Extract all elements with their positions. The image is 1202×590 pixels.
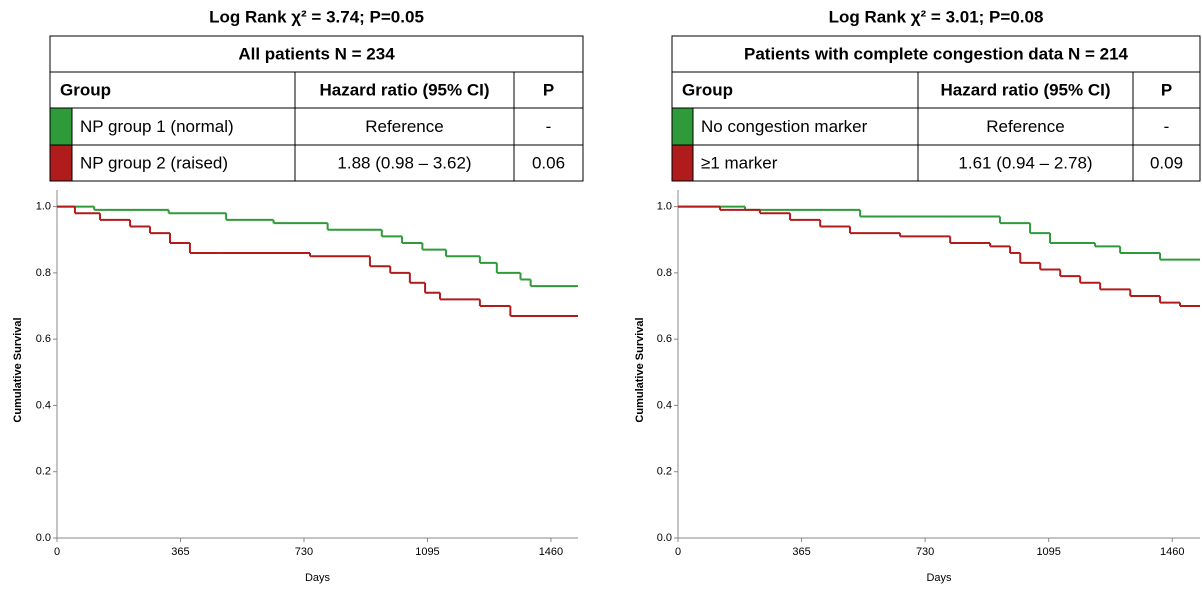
x-tick-label: 730	[916, 546, 934, 558]
x-tick-label: 365	[792, 546, 810, 558]
legend-swatch	[672, 108, 693, 145]
y-tick-label: 1.0	[36, 200, 51, 212]
x-axis-label: Days	[305, 572, 331, 584]
panel-title: Log Rank χ² = 3.01; P=0.08	[829, 7, 1044, 26]
table-caption: Patients with complete congestion data N…	[744, 44, 1129, 63]
y-tick-label: 0.6	[36, 333, 51, 345]
table-cell: 1.88 (0.98 – 3.62)	[337, 153, 471, 172]
table-header: Group	[682, 80, 733, 99]
panel-title: Log Rank χ² = 3.74; P=0.05	[209, 7, 424, 26]
table-cell: Reference	[986, 117, 1064, 136]
table-header: Hazard ratio (95% CI)	[319, 80, 489, 99]
table-header: Hazard ratio (95% CI)	[940, 80, 1110, 99]
y-tick-label: 0.8	[36, 267, 51, 279]
x-tick-label: 1460	[539, 546, 563, 558]
x-tick-label: 1095	[415, 546, 439, 558]
legend-swatch	[50, 145, 72, 181]
x-axis-label: Days	[926, 572, 952, 584]
legend-swatch	[50, 108, 72, 145]
legend-label: No congestion marker	[701, 117, 868, 136]
table-caption: All patients N = 234	[238, 44, 395, 63]
table-cell: 0.06	[532, 153, 565, 172]
legend-swatch	[672, 145, 693, 181]
table-cell: -	[1164, 117, 1170, 136]
y-tick-label: 0.8	[657, 267, 672, 279]
y-tick-label: 0.6	[657, 333, 672, 345]
table-cell: 1.61 (0.94 – 2.78)	[958, 153, 1092, 172]
x-tick-label: 0	[54, 546, 60, 558]
y-tick-label: 1.0	[657, 200, 672, 212]
table-header: Group	[60, 80, 111, 99]
y-tick-label: 0.0	[657, 532, 672, 544]
x-tick-label: 1095	[1036, 546, 1060, 558]
table-header: P	[1161, 80, 1172, 99]
y-tick-label: 0.4	[36, 399, 51, 411]
y-tick-label: 0.0	[36, 532, 51, 544]
legend-label: ≥1 marker	[701, 153, 778, 172]
x-tick-label: 1460	[1160, 546, 1184, 558]
y-tick-label: 0.2	[36, 466, 51, 478]
y-axis-label: Cumulative Survival	[12, 317, 24, 422]
table-cell: Reference	[365, 117, 443, 136]
legend-label: NP group 2 (raised)	[80, 153, 228, 172]
table-cell: 0.09	[1150, 153, 1183, 172]
y-tick-label: 0.4	[657, 399, 672, 411]
table-header: P	[543, 80, 554, 99]
table-cell: -	[546, 117, 552, 136]
legend-label: NP group 1 (normal)	[80, 117, 234, 136]
x-tick-label: 730	[295, 546, 313, 558]
y-axis-label: Cumulative Survival	[634, 317, 646, 422]
y-tick-label: 0.2	[657, 466, 672, 478]
x-tick-label: 365	[171, 546, 189, 558]
x-tick-label: 0	[675, 546, 681, 558]
